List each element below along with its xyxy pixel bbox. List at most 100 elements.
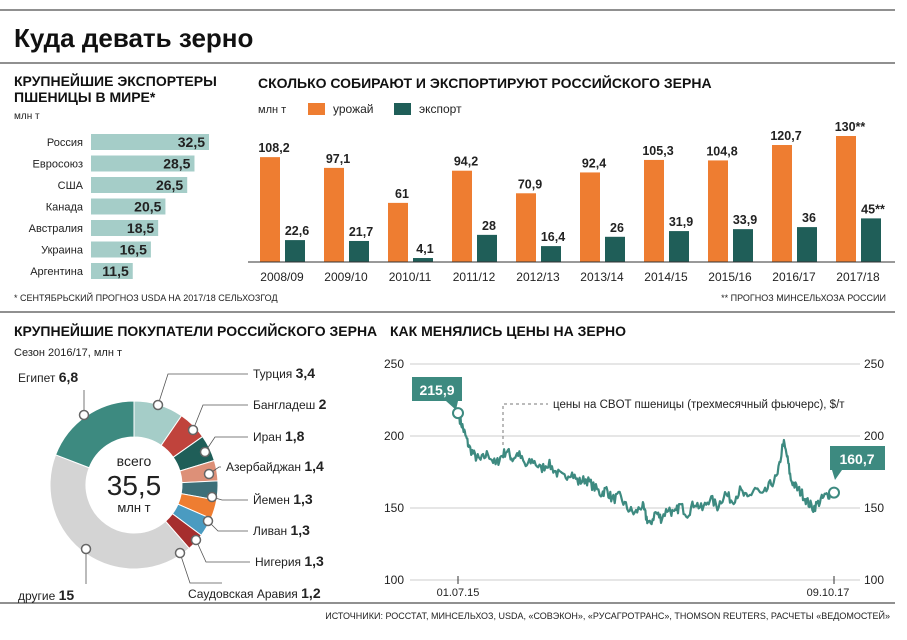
harvest-bar: [324, 167, 344, 262]
price-tick-left: 150: [384, 501, 404, 515]
harvest-bar: [836, 136, 856, 262]
harvest-value: 105,3: [642, 144, 673, 158]
harvest-bar: [580, 172, 600, 262]
exporter-bar: [91, 134, 209, 150]
exporter-bar: [91, 263, 133, 279]
export-value: 33,9: [733, 213, 757, 227]
buyer-label: Египет 6,8: [18, 369, 78, 385]
donut-center-label: всего: [117, 453, 152, 469]
export-bar: [349, 240, 369, 262]
exporter-label: Австралия: [29, 223, 83, 235]
leader-line: [192, 404, 248, 431]
buyer-label: Азербайджан 1,4: [226, 458, 324, 474]
season-label: 2009/10: [324, 270, 368, 284]
leader-dot: [152, 399, 164, 411]
buyer-label: Бангладеш 2: [253, 396, 327, 412]
harvest-bar: [644, 159, 664, 262]
export-bar: [605, 236, 625, 262]
harvest-value: 97,1: [326, 152, 350, 166]
leader-line: [157, 373, 248, 406]
legend-export-swatch: [394, 103, 411, 115]
main-title: Куда девать зерно: [14, 23, 253, 53]
price-end-badge: [830, 446, 885, 470]
export-value: 45**: [861, 202, 885, 216]
buyer-name: другие: [18, 589, 59, 603]
export-bar: [797, 227, 817, 262]
exporter-label: США: [58, 180, 84, 192]
legend-harvest-label: урожай: [333, 102, 373, 116]
price-tick-left: 100: [384, 573, 404, 587]
exporter-label: Украина: [41, 245, 84, 257]
donut-center-unit: млн т: [117, 500, 150, 515]
harvest-bar: [388, 202, 408, 262]
harvest-bar: [452, 170, 472, 262]
harvest-value: 108,2: [258, 141, 289, 155]
buyer-value: 1,3: [293, 491, 313, 507]
export-value: 28: [482, 219, 496, 233]
exporters-title-line-2: ПШЕНИЦЫ В МИРЕ*: [14, 89, 156, 105]
season-label: 2010/11: [389, 270, 432, 284]
price-x-start: 01.07.15: [437, 587, 480, 599]
exporter-label: Россия: [47, 137, 83, 149]
buyer-name: Азербайджан: [226, 460, 304, 474]
leader-dot: [206, 491, 218, 503]
buyer-label: Саудовская Аравия 1,2: [188, 585, 321, 601]
harvest-value: 70,9: [518, 177, 542, 191]
prices-title: КАК МЕНЯЛИСЬ ЦЕНЫ НА ЗЕРНО: [390, 323, 626, 339]
buyers-chart: КРУПНЕЙШИЕ ПОКУПАТЕЛИ РОССИЙСКОГО ЗЕРНА …: [14, 322, 377, 603]
exporters-unit: млн т: [14, 111, 40, 122]
leader-line: [179, 552, 222, 584]
price-start-value: 215,9: [419, 382, 454, 398]
buyer-value: 1,3: [290, 522, 310, 538]
exporter-label: Евросоюз: [33, 159, 83, 171]
buyers-title: КРУПНЕЙШИЕ ПОКУПАТЕЛИ РОССИЙСКОГО ЗЕРНА: [14, 322, 377, 339]
price-series-line: [456, 412, 835, 526]
leader-line: [195, 539, 250, 563]
sources-note: ИСТОЧНИКИ: РОССТАТ, МИНСЕЛЬХОЗ, USDA, «С…: [325, 610, 890, 621]
season-label: 2015/16: [708, 270, 752, 284]
price-start-badge-pointer: [446, 401, 458, 410]
exporters-chart: КРУПНЕЙШИЕ ЭКСПОРТЕРЫ ПШЕНИЦЫ В МИРЕ* мл…: [14, 72, 217, 279]
leader-dot: [80, 543, 92, 555]
exporter-value: 20,5: [134, 199, 161, 215]
export-bar: [413, 258, 433, 262]
buyer-name: Бангладеш: [253, 398, 319, 412]
buyer-value: 1,3: [304, 553, 324, 569]
price-tick-right: 250: [864, 357, 884, 371]
export-bar: [477, 234, 497, 262]
exporter-bar: [91, 198, 166, 215]
donut-slice: [49, 454, 190, 570]
leader-dot: [187, 424, 199, 436]
donut-slice: [54, 400, 135, 469]
harvest-value: 92,4: [582, 156, 606, 170]
leader-line: [204, 436, 248, 453]
price-tick-left: 200: [384, 429, 404, 443]
harvest-value: 61: [395, 187, 409, 201]
price-start-dot: [452, 407, 464, 420]
price-tick-right: 100: [864, 573, 884, 587]
exporter-label: Канада: [46, 202, 84, 214]
harvest-bar: [260, 157, 280, 262]
prices-chart: КАК МЕНЯЛИСЬ ЦЕНЫ НА ЗЕРНО 100 100 150 150 2…: [384, 323, 885, 599]
season-label: 2008/09: [260, 270, 304, 284]
export-bar: [669, 231, 689, 262]
buyer-name: Йемен: [253, 492, 293, 507]
buyer-label: другие 15: [18, 587, 74, 603]
harvest-bar: [516, 193, 536, 262]
buyer-name: Ливан: [253, 524, 290, 538]
harvest-value: 120,7: [770, 129, 801, 143]
production-title: СКОЛЬКО СОБИРАЮТ И ЭКСПОРТИРУЮТ РОССИЙСК…: [258, 74, 712, 91]
leader-dot: [190, 534, 202, 546]
buyer-value: 2: [319, 396, 327, 412]
season-label: 2013/14: [580, 270, 624, 284]
buyer-label: Турция 3,4: [253, 365, 315, 381]
season-label: 2016/17: [772, 270, 816, 284]
exporter-bar: [91, 177, 188, 193]
export-value: 26: [610, 221, 624, 235]
exporter-bar: [91, 241, 151, 258]
leader-line: [207, 520, 248, 532]
price-end-badge-pointer: [832, 470, 842, 480]
production-unit: млн т: [258, 104, 286, 116]
leader-dot: [174, 547, 186, 559]
price-tick-right: 200: [864, 429, 884, 443]
